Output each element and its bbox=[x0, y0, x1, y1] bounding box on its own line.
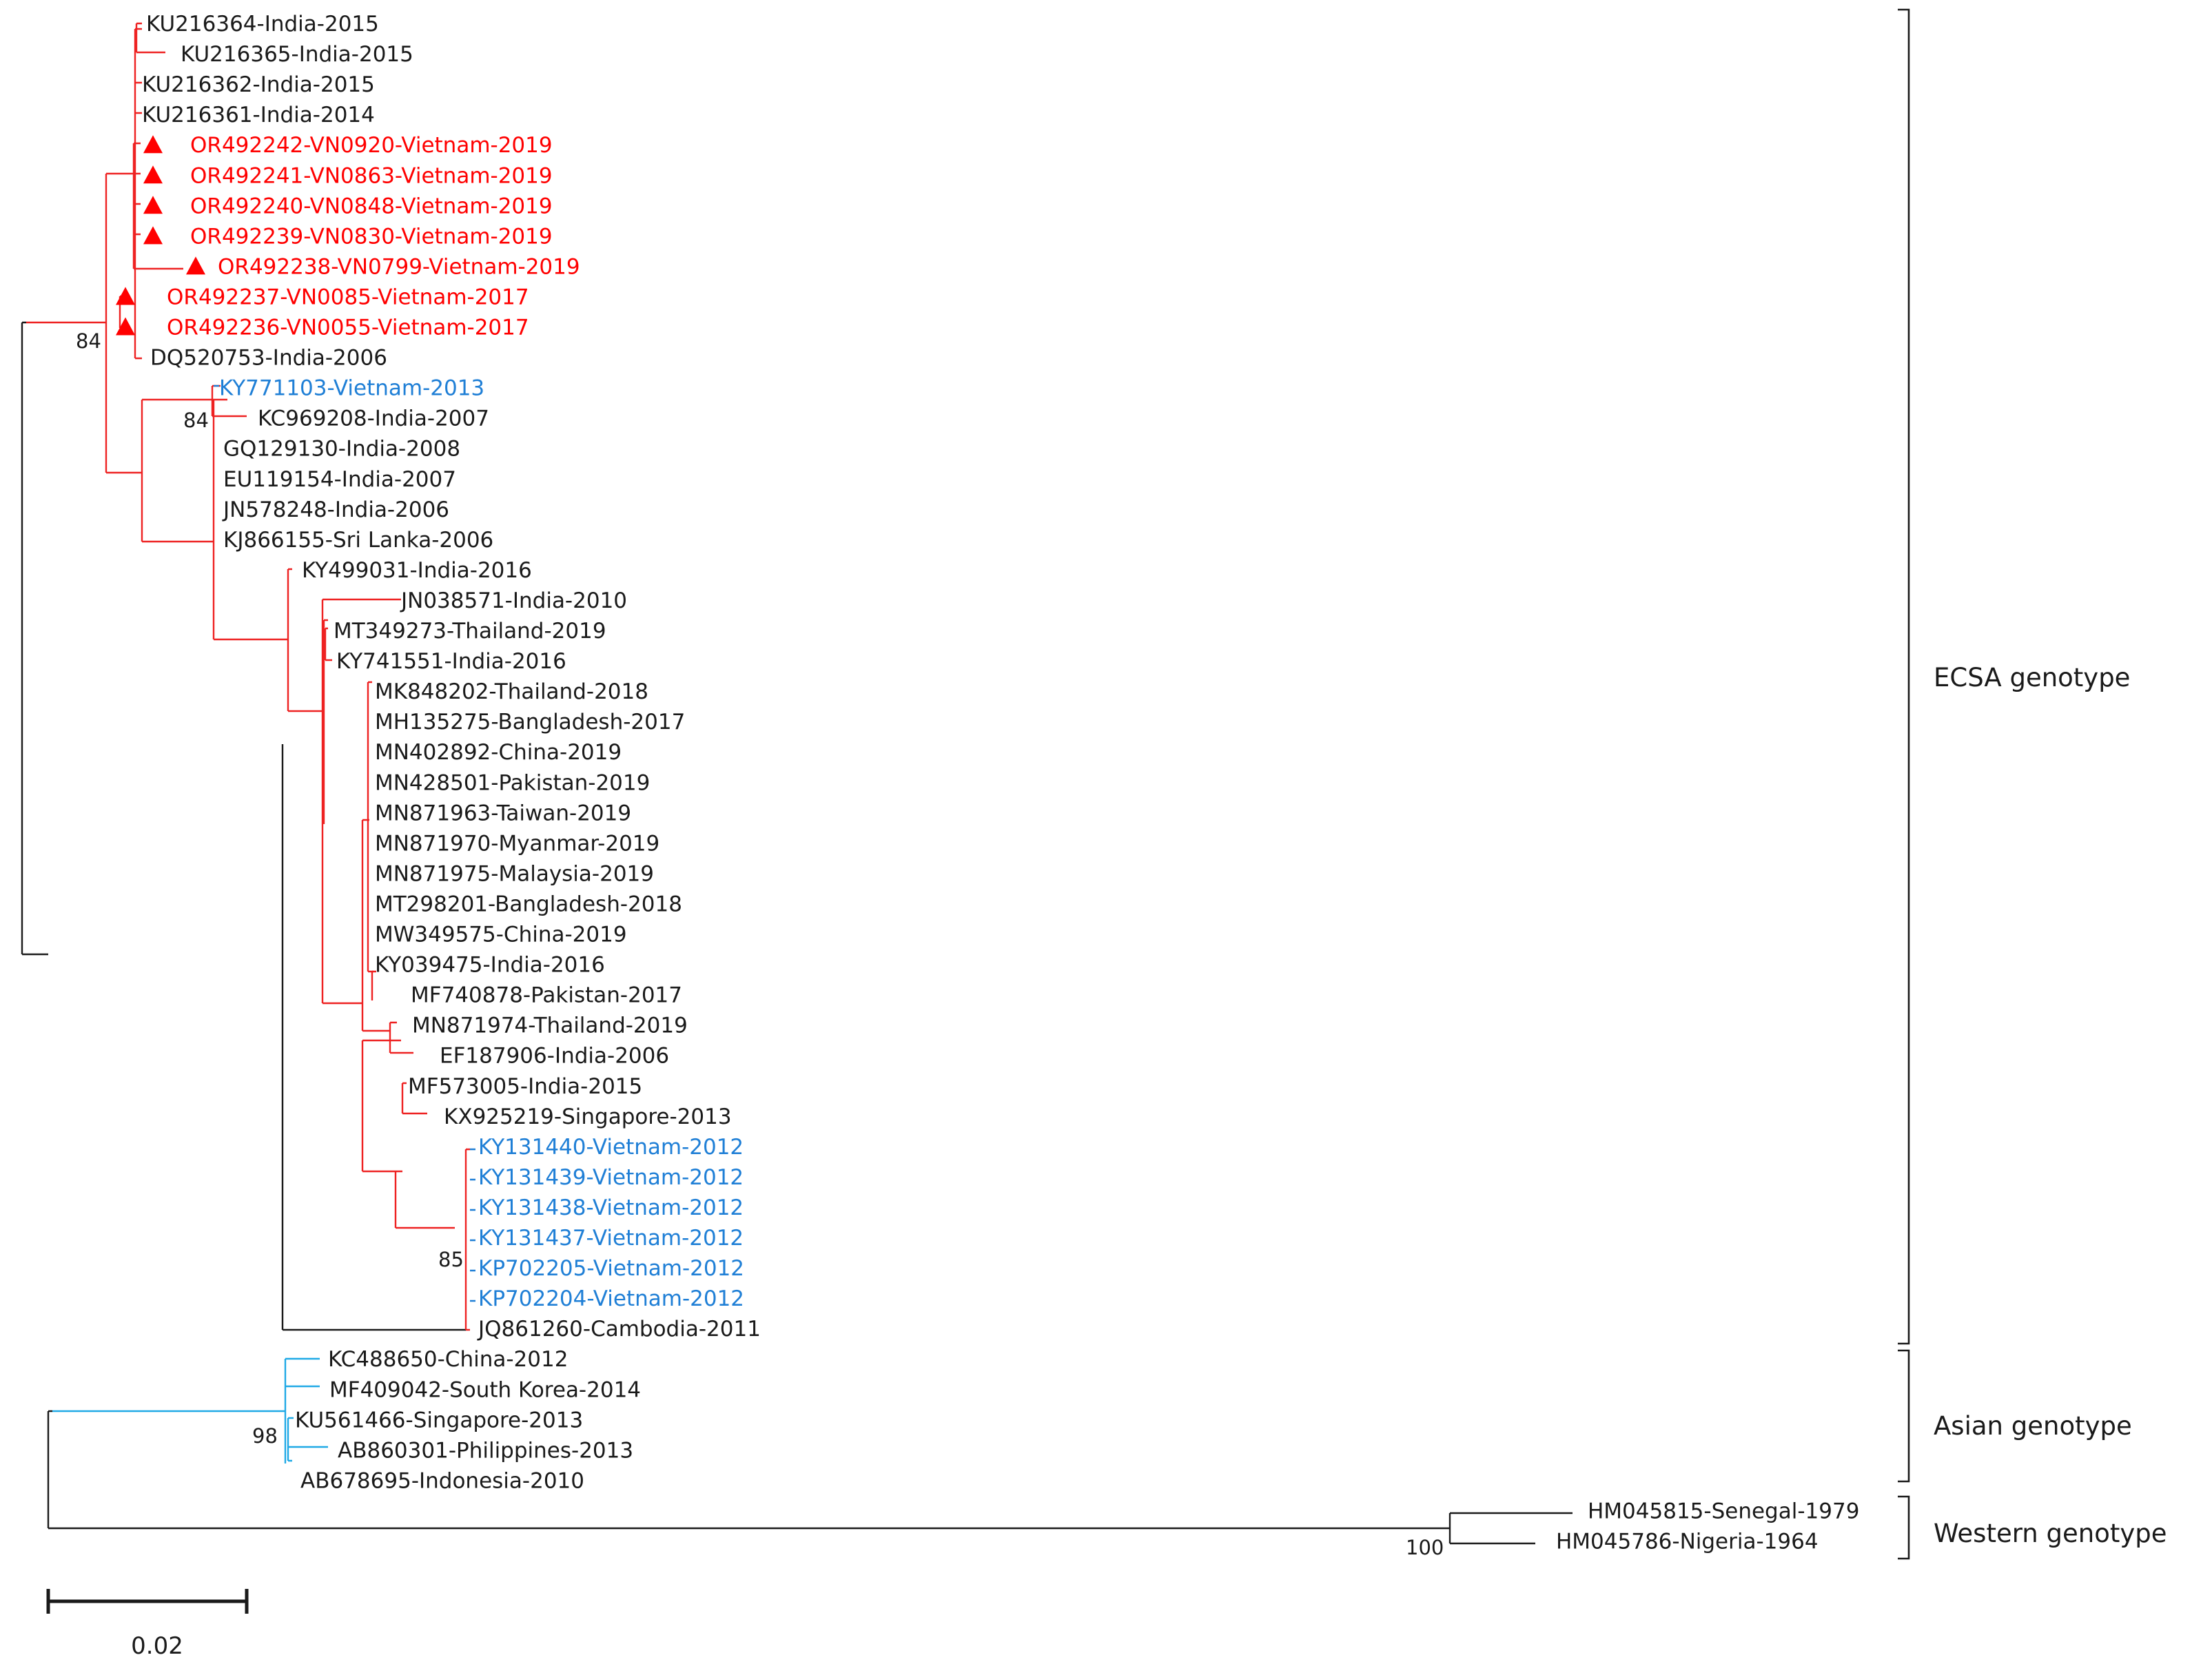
leaf-label: MF573005-India-2015 bbox=[408, 1074, 642, 1099]
scale-bar-label: 0.02 bbox=[131, 1632, 183, 1660]
leaf-label: OR492238-VN0799-Vietnam-2019 bbox=[218, 254, 580, 279]
leaf-label: KX925219-Singapore-2013 bbox=[444, 1105, 732, 1129]
leaf-label: JN038571-India-2010 bbox=[400, 588, 627, 613]
leaf-label: JQ861260-Cambodia-2011 bbox=[477, 1317, 761, 1342]
leaf-label: OR492239-VN0830-Vietnam-2019 bbox=[190, 224, 553, 249]
leaf-label: DQ520753-India-2006 bbox=[150, 346, 387, 371]
leaf-label: KP702205-Vietnam-2012 bbox=[478, 1256, 744, 1281]
ecsa-genotype-label: ECSA genotype bbox=[1934, 663, 2130, 692]
genotype-brackets bbox=[1898, 8, 1910, 1560]
leaf-label: JN578248-India-2006 bbox=[222, 497, 449, 522]
leaf-label: KP702204-Vietnam-2012 bbox=[478, 1286, 744, 1311]
leaf-label: MN402892-China-2019 bbox=[375, 740, 622, 765]
study-sequence-triangle-icon bbox=[143, 196, 163, 214]
leaf-label: KY131437-Vietnam-2012 bbox=[478, 1226, 744, 1251]
bootstrap-value-vietnam-2012: 85 bbox=[438, 1248, 464, 1271]
leaf-label: KU216364-India-2015 bbox=[146, 12, 379, 37]
study-sequence-triangle-icon bbox=[186, 256, 205, 275]
western-genotype-label: Western genotype bbox=[1934, 1519, 2167, 1548]
leaf-label: KY771103-Vietnam-2013 bbox=[219, 376, 484, 401]
leaf-label: HM045815-Senegal-1979 bbox=[1588, 1499, 1859, 1523]
leaf-label: KU216361-India-2014 bbox=[142, 103, 375, 127]
leaf-label: OR492242-VN0920-Vietnam-2019 bbox=[190, 133, 553, 158]
ecsa-branches bbox=[26, 22, 470, 1331]
leaf-label: KC488650-China-2012 bbox=[328, 1347, 568, 1372]
leaf-label: MN871970-Myanmar-2019 bbox=[375, 831, 659, 856]
leaf-label: AB860301-Philippines-2013 bbox=[338, 1438, 633, 1463]
leaf-label: MN871975-Malaysia-2019 bbox=[375, 861, 654, 886]
leaf-label: MT349273-Thailand-2019 bbox=[334, 619, 606, 644]
study-sequence-triangle-icon bbox=[116, 287, 135, 305]
leaf-label: KY741551-India-2016 bbox=[336, 649, 566, 674]
leaf-label: OR492241-VN0863-Vietnam-2019 bbox=[190, 163, 553, 188]
leaf-label: AB678695-Indonesia-2010 bbox=[300, 1468, 584, 1493]
leaf-label: MF740878-Pakistan-2017 bbox=[411, 983, 682, 1008]
leaf-label: HM045786-Nigeria-1964 bbox=[1556, 1530, 1819, 1554]
root-branches bbox=[21, 321, 1573, 1545]
leaf-label: MN871963-Taiwan-2019 bbox=[375, 801, 631, 825]
study-sequence-triangle-icon bbox=[143, 165, 163, 184]
leaf-label: KY499031-India-2016 bbox=[302, 558, 532, 583]
leaf-label: MT298201-Bangladesh-2018 bbox=[375, 892, 682, 916]
bootstrap-value-western: 100 bbox=[1406, 1536, 1444, 1559]
bootstrap-value-asian: 98 bbox=[252, 1424, 278, 1448]
asian-genotype-label: Asian genotype bbox=[1934, 1411, 2132, 1441]
asian-branches bbox=[52, 1357, 328, 1463]
leaf-label: OR492240-VN0848-Vietnam-2019 bbox=[190, 194, 553, 218]
leaf-label: EF187906-India-2006 bbox=[440, 1044, 669, 1069]
leaf-label: MW349575-China-2019 bbox=[375, 923, 627, 947]
leaf-label: KU561466-Singapore-2013 bbox=[295, 1408, 583, 1432]
leaf-label: KC969208-India-2007 bbox=[258, 407, 489, 431]
leaf-label: MN871974-Thailand-2019 bbox=[412, 1014, 688, 1038]
leaf-label: GQ129130-India-2008 bbox=[223, 437, 460, 462]
leaf-label: OR492237-VN0085-Vietnam-2017 bbox=[167, 285, 529, 309]
study-sequence-triangle-icon bbox=[143, 226, 163, 245]
leaf-label: KU216365-India-2015 bbox=[181, 42, 413, 67]
leaf-label: MK848202-Thailand-2018 bbox=[375, 679, 648, 704]
leaf-labels: KU216364-India-2015 KU216365-India-2015 KU… bbox=[116, 12, 1859, 1554]
leaf-label: KY131438-Vietnam-2012 bbox=[478, 1195, 744, 1220]
leaf-label: KY131439-Vietnam-2012 bbox=[478, 1165, 744, 1190]
study-sequence-triangle-icon bbox=[116, 317, 135, 336]
bootstrap-value-ky771103-pair: 84 bbox=[183, 409, 209, 432]
leaf-label: KU216362-India-2015 bbox=[142, 72, 375, 97]
leaf-label: OR492236-VN0055-Vietnam-2017 bbox=[167, 316, 529, 340]
scale-bar bbox=[46, 1589, 249, 1614]
leaf-label: KY039475-India-2016 bbox=[375, 953, 605, 978]
leaf-label: MF409042-South Korea-2014 bbox=[329, 1377, 641, 1402]
leaf-label: MH135275-Bangladesh-2017 bbox=[375, 710, 685, 735]
bootstrap-value-ecsa-subclade: 84 bbox=[76, 329, 101, 353]
leaf-label: KJ866155-Sri Lanka-2006 bbox=[223, 528, 493, 553]
leaf-label: MN428501-Pakistan-2019 bbox=[375, 770, 650, 795]
leaf-label: KY131440-Vietnam-2012 bbox=[478, 1135, 744, 1160]
vietnam-previous-branches bbox=[214, 384, 475, 1302]
leaf-label: EU119154-India-2007 bbox=[223, 467, 456, 492]
study-sequence-triangle-icon bbox=[143, 135, 163, 154]
